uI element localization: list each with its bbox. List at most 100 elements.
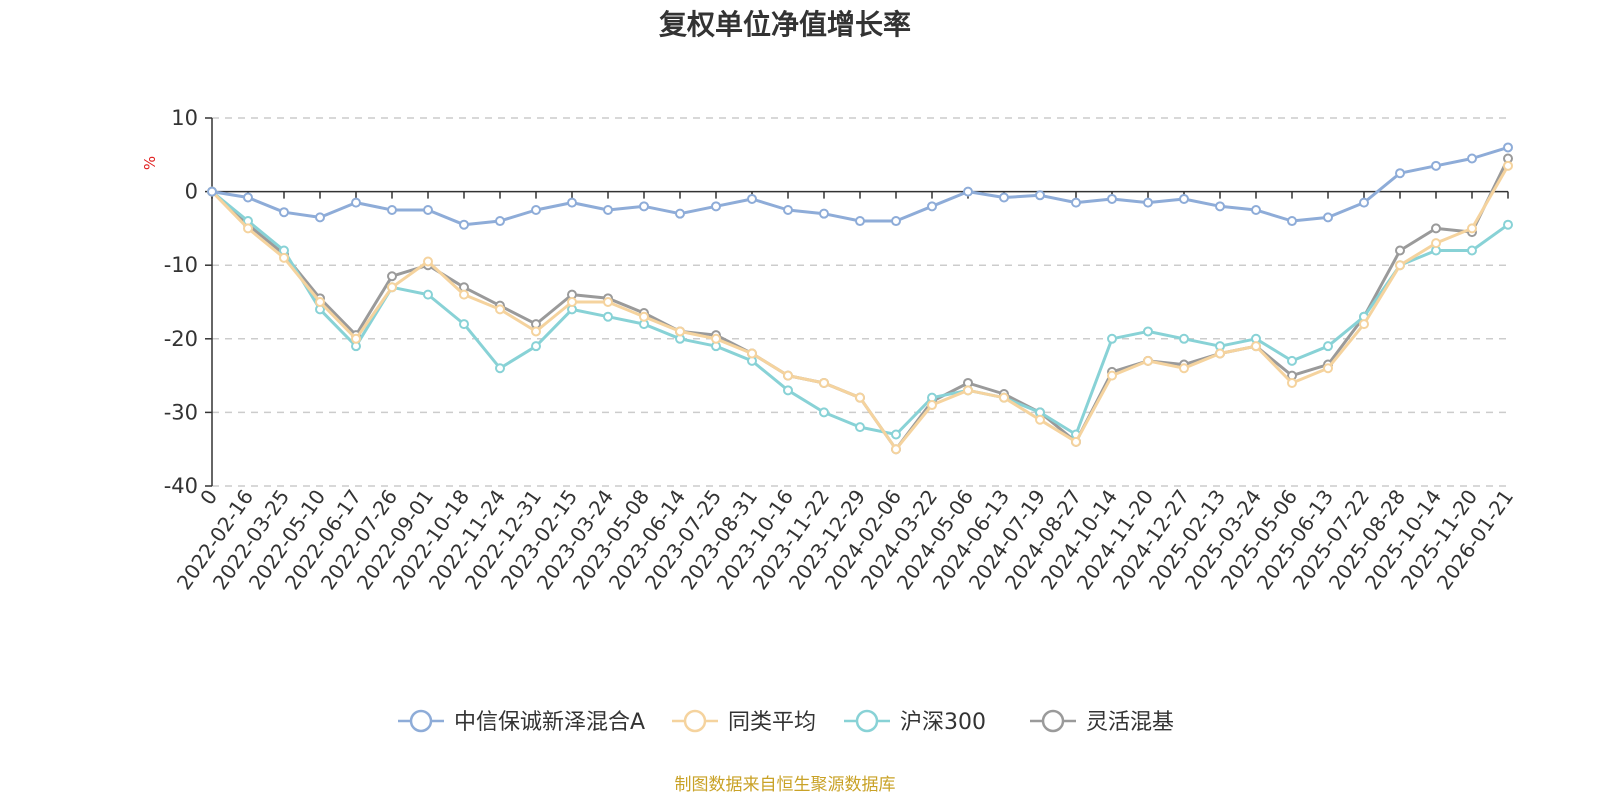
data-point	[495, 363, 505, 374]
legend-item[interactable]: 灵活混基	[1030, 709, 1174, 735]
data-point	[819, 377, 829, 388]
data-point	[243, 192, 253, 203]
data-point	[279, 252, 289, 263]
data-point	[1179, 333, 1189, 344]
data-point	[1359, 197, 1369, 208]
data-point	[927, 400, 937, 411]
data-point	[1395, 260, 1405, 271]
data-point	[387, 271, 397, 282]
legend[interactable]: 中信保诚新泽混合A 同类平均 沪深300 灵活混基	[398, 709, 1174, 735]
data-point	[891, 444, 901, 455]
data-point	[1359, 319, 1369, 330]
data-point	[1107, 193, 1117, 204]
data-point	[747, 348, 757, 359]
data-point	[1071, 436, 1081, 447]
series-line	[210, 145, 1510, 227]
legend-label: 灵活混基	[1086, 710, 1174, 735]
data-point	[1071, 197, 1081, 208]
data-point	[1143, 326, 1153, 337]
data-point	[351, 197, 361, 208]
data-point	[1395, 168, 1405, 179]
legend-marker	[683, 709, 707, 733]
data-point	[495, 216, 505, 227]
data-point	[783, 385, 793, 396]
data-point	[927, 201, 937, 212]
data-point	[495, 304, 505, 315]
data-point	[207, 186, 217, 197]
data-point	[1179, 363, 1189, 374]
data-point	[1251, 205, 1261, 215]
data-point	[351, 333, 361, 344]
data-point	[1287, 377, 1297, 388]
data-point	[243, 223, 253, 234]
data-point	[1431, 223, 1441, 234]
data-point	[567, 297, 577, 307]
data-point	[783, 370, 793, 381]
data-point	[1323, 341, 1333, 352]
data-point	[819, 208, 829, 219]
data-point	[423, 256, 433, 267]
data-point	[603, 297, 613, 307]
data-point	[1035, 190, 1045, 201]
y-axis-unit: %	[141, 156, 159, 170]
data-point	[459, 289, 469, 300]
data-point	[387, 205, 397, 215]
data-point	[1323, 212, 1333, 223]
data-point	[783, 205, 793, 215]
data-point	[1467, 153, 1477, 164]
legend-label: 沪深300	[900, 710, 986, 735]
data-point	[1107, 370, 1117, 381]
y-tick-label: -40	[164, 474, 198, 498]
data-point	[1215, 348, 1225, 359]
data-point	[1287, 355, 1297, 366]
source-note: 制图数据来自恒生聚源数据库	[675, 775, 896, 795]
legend-marker	[1041, 709, 1065, 733]
data-point	[531, 205, 541, 215]
series-0	[207, 142, 1513, 230]
data-point	[1323, 363, 1333, 374]
data-point	[1287, 216, 1297, 227]
y-tick-label: -30	[164, 400, 198, 424]
data-point	[459, 319, 469, 330]
data-point	[1395, 245, 1405, 256]
legend-item[interactable]: 同类平均	[672, 709, 816, 735]
data-point	[639, 201, 649, 212]
data-point	[963, 186, 973, 197]
data-point	[1251, 341, 1261, 352]
data-point	[891, 216, 901, 227]
data-point	[675, 208, 685, 219]
data-point	[711, 201, 721, 212]
legend-marker	[409, 709, 433, 733]
data-point	[1107, 333, 1117, 344]
data-point	[1143, 197, 1153, 208]
data-point	[423, 205, 433, 215]
data-point	[1431, 160, 1441, 171]
data-point	[675, 326, 685, 337]
data-point	[603, 311, 613, 322]
data-point	[819, 407, 829, 418]
data-point	[963, 385, 973, 396]
data-point	[747, 193, 757, 204]
legend-item[interactable]: 中信保诚新泽混合A	[398, 709, 645, 735]
data-point	[315, 212, 325, 223]
data-point	[1035, 414, 1045, 425]
data-point	[567, 197, 577, 208]
legend-item[interactable]: 沪深300	[844, 709, 986, 735]
data-point	[855, 392, 865, 403]
data-point	[1503, 142, 1513, 153]
x-tick-label: 0	[195, 485, 222, 509]
y-tick-label: -10	[164, 253, 198, 277]
data-point	[279, 207, 289, 218]
data-point	[855, 216, 865, 227]
data-point	[531, 341, 541, 352]
y-tick-label: 0	[185, 180, 198, 204]
data-point	[1503, 160, 1513, 171]
data-point	[387, 282, 397, 293]
data-point	[423, 289, 433, 300]
data-point	[531, 326, 541, 337]
data-point	[603, 205, 613, 215]
legend-label: 中信保诚新泽混合A	[454, 710, 645, 735]
series-1	[207, 160, 1513, 455]
data-point	[1431, 238, 1441, 249]
